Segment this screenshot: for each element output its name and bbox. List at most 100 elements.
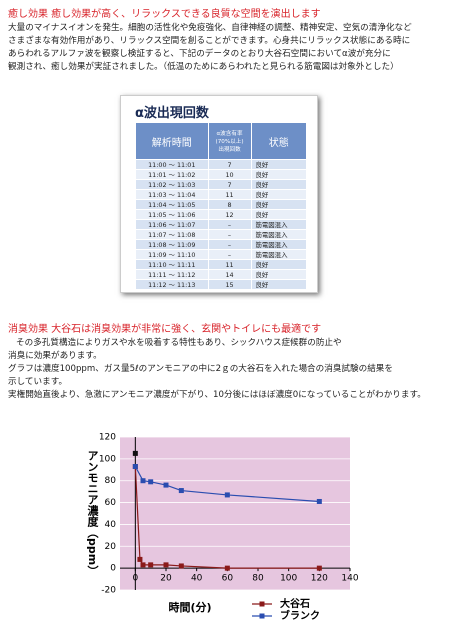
table-figure: α波出現回数 解析時間 α波含有率 (70%以上) 出現回数 状態 11:00 ～ 11:… [120,95,318,293]
table-cell: 11:03 ～ 11:04 [135,189,209,200]
table-row: 11:04 ～ 11:05 8 良好 [135,199,308,210]
text-line: 消臭に効果があります。 [8,351,102,361]
data-point [178,563,184,569]
text-line: あらわれるアルファ波を観察し検証すると、下記のデータのとおり大谷石空間においてα… [8,49,391,59]
y-tick-label: 20 [105,542,117,552]
x-tick-label: 80 [252,574,264,584]
legend-marker [259,613,265,619]
data-point [132,464,138,470]
series-line [134,466,320,569]
table-cell: 11:12 ～ 11:13 [135,279,209,290]
table-cell: 良好 [250,259,308,270]
table-title: α波出現回数 [135,106,209,121]
table-cell: 7 [207,159,252,170]
text-line: 観測され、癒し効果が実証されました。（低温のためにあらわれたと見られる筋電図は対… [8,62,399,72]
table-cell: 11:04 ～ 11:05 [135,199,209,210]
data-point [224,492,230,498]
table-cell: 11:02 ～ 11:03 [135,179,209,190]
table-cell: 11 [207,189,252,200]
table-cell: – [207,239,252,250]
column-header: 解析時間 [135,122,209,160]
table-row: 11:09 ～ 11:10– 筋電図混入 [135,249,308,260]
table-row: 11:00 ～ 11:01 7 良好 [135,159,308,170]
table-cell: 良好 [250,199,308,210]
table-cell: – [207,219,252,230]
table-cell: 11:11 ～ 11:12 [135,269,209,280]
table-cell: 11:09 ～ 11:10 [135,249,209,260]
x-tick-label: 0 [132,574,138,584]
table-cell: 良好 [250,209,308,220]
table-cell: 11:06 ～ 11:07 [135,219,209,230]
table-cell: 筋電図混入 [250,249,308,260]
header-line: 出現回数 [218,147,241,153]
table-row: 11:07 ～ 11:08– 筋電図混入 [135,229,308,240]
x-axis-title: 時間(分) [168,600,211,614]
header-line: α波含有率 [216,131,243,137]
table-cell: 良好 [250,169,308,180]
data-point [316,565,322,571]
x-tick-label: 140 [341,574,358,584]
table-cell: 10 [207,169,252,180]
data-point [148,479,154,485]
data-point [137,556,143,562]
table-cell: 7 [207,179,252,190]
table-cell: 11:05 ～ 11:06 [135,209,209,220]
text-line: 実権開始直後より、急激にアンモニア濃度が下がり、10分後にはほぼ濃度0になってい… [8,390,426,400]
table-cell: 15 [207,279,252,290]
data-point [224,565,230,571]
header-line: (70%以上) [215,139,244,145]
legend-label: 大谷石 [280,597,310,610]
data-point [140,478,146,484]
table-cell: 11:10 ～ 11:11 [135,259,209,270]
table-row: 11:12 ～ 11:13 15 良好 [135,279,308,290]
table-row: 11:08 ～ 11:09– 筋電図混入 [135,239,308,250]
data-point [163,562,169,568]
table-cell: 良好 [250,179,308,190]
table-row: 11:05 ～ 11:06 12 良好 [135,209,308,220]
table-cell: 8 [207,199,252,210]
data-point [163,482,169,488]
heading: 消臭効果 大谷石は消臭効果が非常に強く、玄関やトイレにも最適です [8,324,322,335]
data-point [178,488,184,494]
table-row: 11:10 ～ 11:11 11 良好 [135,259,308,270]
y-tick-label: -20 [101,586,116,596]
heading: 癒し効果 癒し効果が高く、リラックスできる良質な空間を演出します [8,9,321,20]
table-row: 11:11 ～ 11:12 14 良好 [135,269,308,280]
table-cell: 14 [207,269,252,280]
table-row: 11:03 ～ 11:04 11 良好 [135,189,308,200]
legend-label: ブランク [280,609,320,622]
text-line: グラフは濃度100ppm、ガス量5ℓのアンモニアの中に2ｇの大谷石を入れた場合の… [8,364,393,374]
table-cell: – [207,249,252,260]
legend-marker [259,601,265,607]
y-tick-label: 120 [99,433,116,443]
table-cell: 良好 [250,159,308,170]
y-tick-label: 60 [105,498,117,508]
plot-area [120,437,350,590]
y-tick-label: 0 [110,564,116,574]
data-point [316,498,322,504]
text-line: 示しています。 [8,377,68,387]
series-line [134,466,320,503]
table-cell: – [207,229,252,240]
x-tick-label: 40 [191,574,203,584]
column-header: α波含有率 (70%以上) 出現回数 [207,122,252,160]
x-tick-label: 20 [160,574,172,584]
data-point [132,464,138,470]
table-row: 11:01 ～ 11:02 10 良好 [135,169,308,180]
table: 解析時間 α波含有率 (70%以上) 出現回数 状態 11:00 ～ 11:01 7 良好 11… [135,122,308,290]
x-tick-label: 60 [222,574,234,584]
table-row: 11:02 ～ 11:03 7 良好 [135,179,308,190]
table-cell: 良好 [250,189,308,200]
y-tick-label: 80 [105,476,117,486]
text-line: さまざまな有効作用があり、リラックス空間を創ることができます。心身共にリラックス… [8,36,411,46]
text-line: 大量のマイナスイオンを発生。細胞の活性化や免疫強化、自律神経の調整、精神安定、空… [8,23,412,33]
y-tick-label: 100 [99,454,116,464]
x-tick-label: 120 [311,574,328,584]
table-cell: 良好 [250,269,308,280]
table-row: 11:06 ～ 11:07– 筋電図混入 [135,219,308,230]
table-cell: 11:01 ～ 11:02 [135,169,209,180]
table-cell: 良好 [250,279,308,290]
column-header: 状態 [250,122,308,160]
y-axis-title: アンモニア濃度（ppm） [86,450,100,576]
